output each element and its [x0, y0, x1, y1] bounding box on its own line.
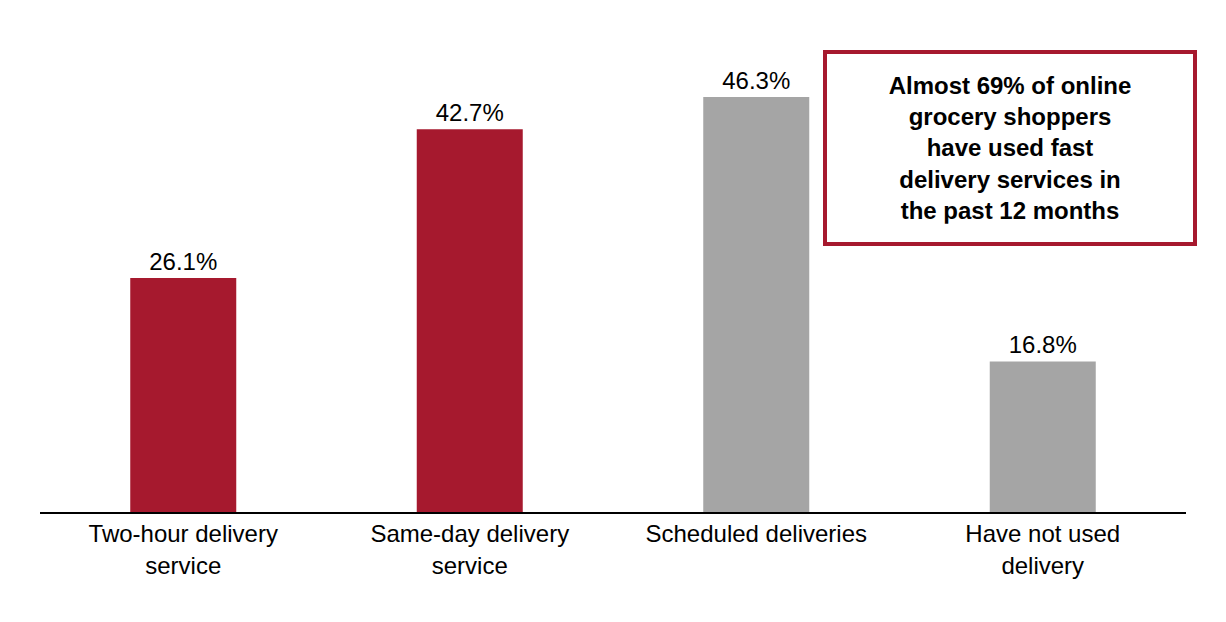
- svg-text:Scheduled deliveries: Scheduled deliveries: [646, 520, 867, 547]
- svg-text:Have not useddelivery: Have not useddelivery: [965, 520, 1120, 578]
- svg-text:46.3%: 46.3%: [722, 67, 790, 94]
- svg-text:Almost 69% of onlinegrocery sh: Almost 69% of onlinegrocery shoppershave…: [889, 72, 1132, 224]
- svg-text:Two-hour deliveryservice: Two-hour deliveryservice: [89, 520, 278, 578]
- svg-text:26.1%: 26.1%: [149, 248, 217, 275]
- svg-text:Same-day deliveryservice: Same-day deliveryservice: [370, 520, 569, 578]
- svg-text:16.8%: 16.8%: [1009, 331, 1077, 358]
- svg-text:42.7%: 42.7%: [436, 99, 504, 126]
